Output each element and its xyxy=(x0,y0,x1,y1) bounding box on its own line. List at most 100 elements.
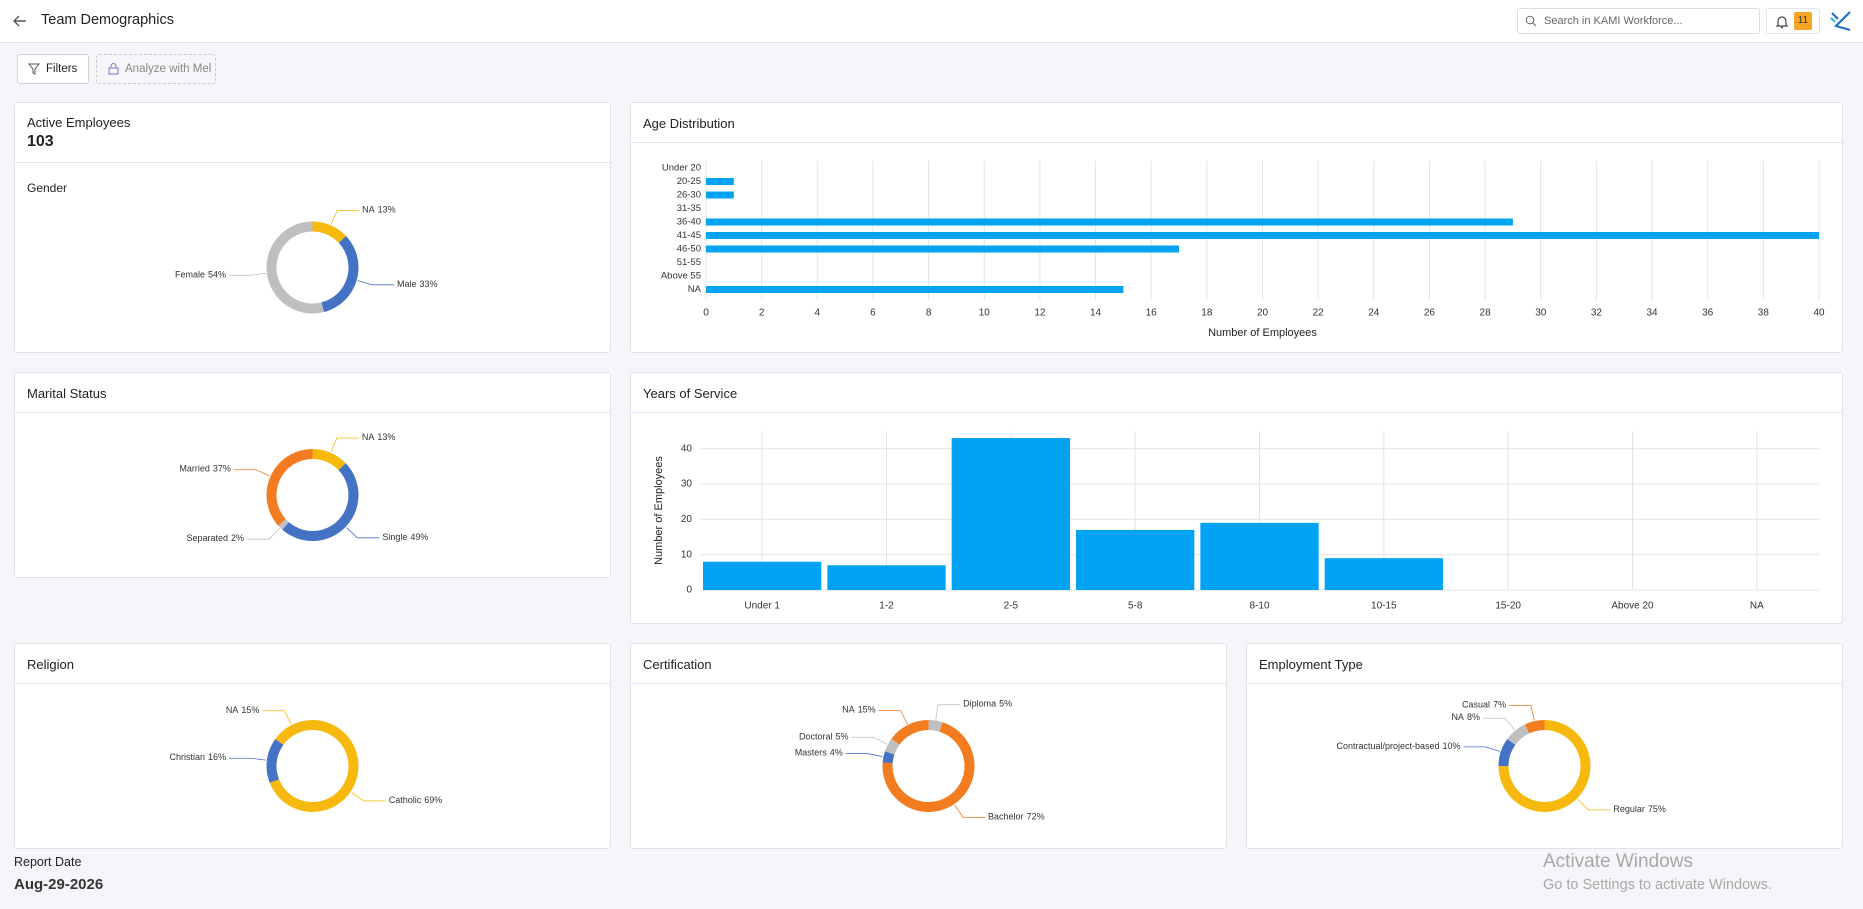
x-tick-label: 2 xyxy=(759,308,765,319)
bar xyxy=(706,178,734,185)
slice-category: NA xyxy=(842,705,855,715)
slice-label: Doctoral 5% xyxy=(799,732,849,742)
slice-label: NA 13% xyxy=(362,432,396,442)
bar xyxy=(706,191,734,199)
pie-segment xyxy=(884,738,900,755)
chart: Regular 75% Contractual/project-based 10% NA… xyxy=(1336,700,1665,814)
slice-label: Catholic 69% xyxy=(389,795,443,805)
chart-title: Certification xyxy=(643,657,712,672)
x-tick-label: 30 xyxy=(1535,308,1547,319)
religion-card: Religion Catholic 69% Christian 16% NA 15% xyxy=(14,643,611,849)
slice-category: Regular xyxy=(1613,804,1645,814)
slice-category: NA xyxy=(1451,713,1464,723)
pie-segment xyxy=(1498,738,1516,766)
x-tick-label: 8 xyxy=(926,308,932,319)
leader-line xyxy=(954,804,986,818)
slice-label: Christian 16% xyxy=(169,753,226,763)
y-tick-label: 0 xyxy=(686,585,692,596)
bar xyxy=(827,565,946,590)
y-tick-label: 31-35 xyxy=(677,203,701,214)
x-tick-label: 6 xyxy=(870,308,876,319)
bar xyxy=(1324,558,1443,590)
logo[interactable] xyxy=(1828,8,1854,34)
slice-category: Separated xyxy=(186,534,228,544)
pie-segment xyxy=(1507,724,1530,745)
chart: Catholic 69% Christian 16% NA 15% xyxy=(169,705,443,812)
slice-label: Male 33% xyxy=(397,279,438,289)
data-label: 49% xyxy=(410,532,428,542)
slice-label: NA 15% xyxy=(226,705,260,715)
data-label: 5% xyxy=(836,732,849,742)
data-label: 2% xyxy=(231,534,244,544)
y-tick-label: 46-50 xyxy=(677,244,701,255)
x-tick-label: 34 xyxy=(1646,308,1658,319)
certification-card: Certification Diploma 5% Bachelor 72% Master… xyxy=(630,643,1227,849)
x-tick-label: 36 xyxy=(1702,308,1714,319)
data-label: 15% xyxy=(858,705,876,715)
chart: NA 13% Male 33% Female 54% xyxy=(175,205,438,314)
back-button[interactable] xyxy=(12,13,28,29)
leader-line xyxy=(1508,705,1535,721)
slice-category: Catholic xyxy=(389,795,422,805)
y-tick-label: 26-30 xyxy=(677,190,701,201)
x-tick-label: 32 xyxy=(1591,308,1603,319)
x-tick-label: 40 xyxy=(1813,308,1825,319)
x-tick-label: 28 xyxy=(1480,308,1492,319)
data-label: 5% xyxy=(999,699,1012,709)
analyze-button[interactable]: Analyze with Mel xyxy=(96,54,216,84)
slice-category: Single xyxy=(382,532,407,542)
y-axis-label: Number of Employees xyxy=(653,456,665,565)
notifications[interactable]: 11 xyxy=(1766,8,1820,34)
search-placeholder: Search in KAMI Workforce... xyxy=(1544,15,1683,27)
x-tick-label: 24 xyxy=(1368,308,1380,319)
slice-category: Masters xyxy=(795,748,828,758)
filters-label: Filters xyxy=(46,63,78,75)
slice-category: Casual xyxy=(1462,700,1490,710)
x-tick-label: 14 xyxy=(1090,308,1102,319)
x-tick-label: 1-2 xyxy=(879,601,894,612)
pie-segment xyxy=(321,236,359,313)
x-tick-label: 26 xyxy=(1424,308,1436,319)
leader-line xyxy=(1577,798,1611,811)
pie-segment xyxy=(1524,720,1545,734)
y-tick-label: 10 xyxy=(681,549,693,560)
lock-icon xyxy=(108,63,119,75)
search-box[interactable]: Search in KAMI Workforce... xyxy=(1517,8,1760,34)
leader-line xyxy=(845,753,883,757)
slice-category: Doctoral xyxy=(799,732,833,742)
gender-card: Active Employees 103 Gender NA 13% Male 33%… xyxy=(14,102,611,353)
active-employees-value: 103 xyxy=(27,133,54,150)
notification-badge: 11 xyxy=(1794,12,1812,30)
leader-line xyxy=(1482,717,1515,731)
x-tick-label: 8-10 xyxy=(1249,601,1269,612)
pie-segment xyxy=(275,720,313,745)
bar xyxy=(706,232,1819,239)
slice-label: NA 8% xyxy=(1451,713,1480,723)
age-card: Age Distribution 0 2 4 6 8 10 12 14 16 18 20 22 24 26… xyxy=(630,102,1843,353)
marital-card: Marital Status NA 13% Single 49% Separated 2%… xyxy=(14,372,611,578)
chart: NA 13% Single 49% Separated 2% Married 37% xyxy=(179,432,428,544)
data-label: 10% xyxy=(1443,741,1461,751)
watermark-subtitle: Go to Settings to activate Windows. xyxy=(1543,877,1772,893)
leader-line xyxy=(346,527,380,539)
data-label: 16% xyxy=(208,753,226,763)
leader-line xyxy=(262,710,292,725)
card-header xyxy=(15,373,610,413)
slice-label: Casual 7% xyxy=(1462,700,1506,710)
card-header xyxy=(631,373,1842,413)
chart-title: Employment Type xyxy=(1259,657,1363,672)
pie-segment xyxy=(266,449,313,526)
filters-button[interactable]: Filters xyxy=(17,54,89,84)
y-tick-label: 20-25 xyxy=(677,176,701,187)
slice-category: Female xyxy=(175,270,205,280)
x-tick-label: 2-5 xyxy=(1004,601,1019,612)
data-label: 33% xyxy=(420,279,438,289)
x-tick-label: 38 xyxy=(1758,308,1770,319)
slice-label: Bachelor 72% xyxy=(988,812,1045,822)
data-label: 8% xyxy=(1467,713,1480,723)
x-tick-label: 5-8 xyxy=(1128,601,1143,612)
leader-line xyxy=(228,757,266,761)
slice-category: NA xyxy=(362,205,375,215)
slice-label: Separated 2% xyxy=(186,534,244,544)
